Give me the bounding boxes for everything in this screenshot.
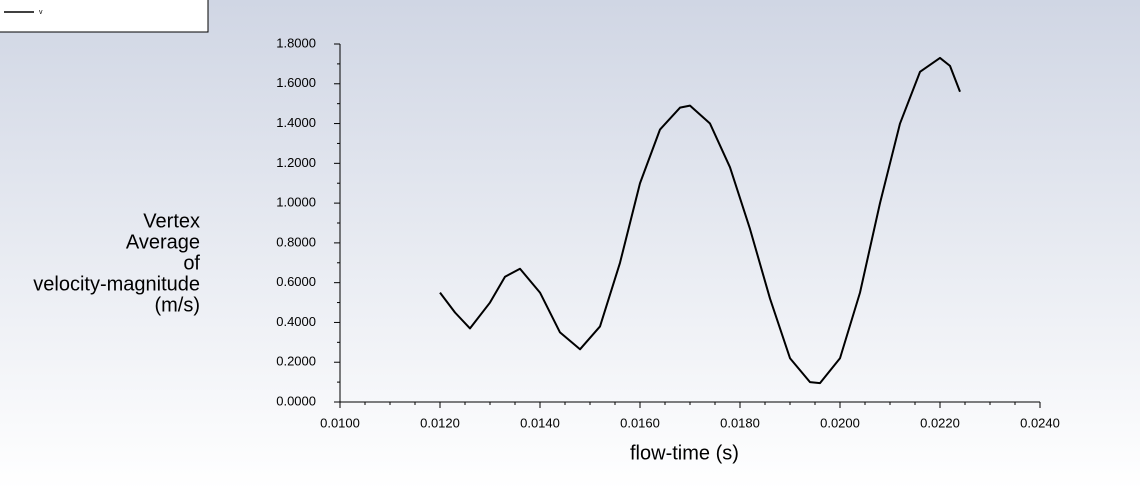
x-tick-label: 0.0140: [520, 415, 560, 430]
y-tick-label: 0.0000: [276, 393, 316, 408]
x-tick-label: 0.0180: [720, 415, 760, 430]
y-axis-label: velocity-magnitude: [33, 273, 200, 295]
y-axis-label: Average: [126, 231, 200, 253]
y-tick-label: 1.2000: [276, 155, 316, 170]
y-axis-label: (m/s): [154, 294, 200, 316]
y-tick-label: 1.0000: [276, 195, 316, 210]
x-tick-label: 0.0240: [1020, 415, 1060, 430]
y-axis-label: of: [183, 252, 200, 274]
y-tick-label: 0.6000: [276, 274, 316, 289]
legend-label: v: [39, 9, 43, 16]
x-tick-label: 0.0100: [320, 415, 360, 430]
y-tick-label: 0.8000: [276, 234, 316, 249]
y-tick-label: 0.4000: [276, 314, 316, 329]
y-tick-label: 1.8000: [276, 35, 316, 50]
y-tick-label: 0.2000: [276, 354, 316, 369]
data-line: [439, 56, 961, 385]
y-tick-label: 1.6000: [276, 75, 316, 90]
x-tick-label: 0.0200: [820, 415, 860, 430]
y-tick-label: 1.4000: [276, 115, 316, 130]
x-axis-label: flow-time (s): [630, 442, 739, 464]
y-axis-label: Vertex: [143, 210, 200, 232]
x-tick-label: 0.0220: [920, 415, 960, 430]
x-tick-label: 0.0160: [620, 415, 660, 430]
x-tick-label: 0.0120: [420, 415, 460, 430]
legend-box: [0, 0, 209, 33]
